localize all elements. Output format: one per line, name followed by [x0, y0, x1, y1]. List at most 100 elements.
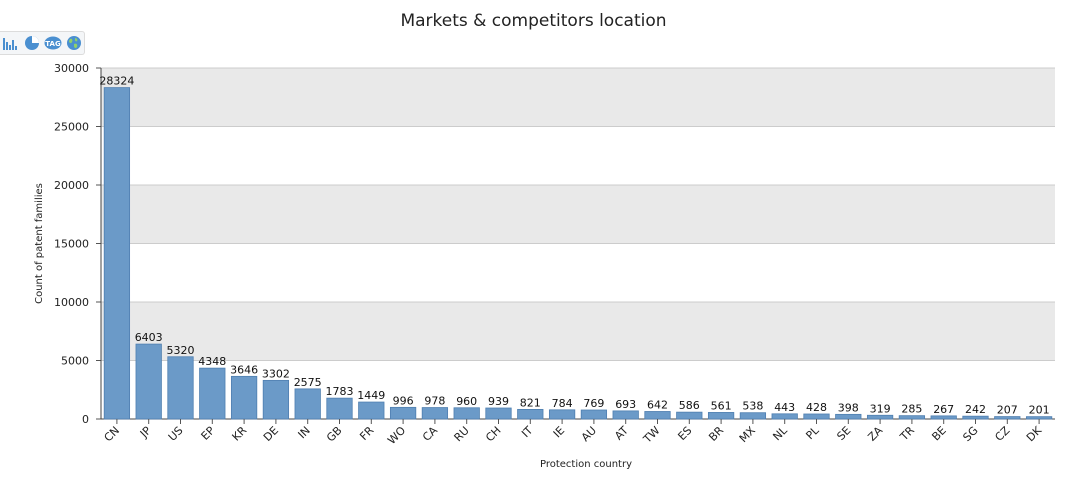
data-label: 784 [552, 397, 573, 410]
y-tick-label: 20000 [54, 179, 89, 192]
svg-text:TAG: TAG [45, 40, 61, 48]
x-tick-label: DE [261, 424, 281, 444]
bar [580, 409, 608, 420]
data-label: 207 [997, 404, 1018, 417]
data-label: 996 [393, 394, 414, 407]
y-tick-label: 30000 [54, 62, 89, 75]
bar [453, 407, 480, 420]
data-label: 428 [806, 401, 827, 414]
bar [548, 409, 576, 420]
bar [230, 375, 258, 420]
bar [612, 410, 639, 420]
x-tick-label: AU [579, 424, 599, 444]
bar [771, 413, 798, 420]
bar [389, 406, 417, 420]
data-label: 821 [520, 396, 541, 409]
data-label: 939 [488, 395, 509, 408]
x-tick-label: US [166, 424, 186, 444]
bar [994, 416, 1021, 420]
data-label: 2575 [294, 376, 322, 389]
data-label: 3646 [230, 363, 258, 376]
x-tick-label: TW [640, 424, 662, 446]
y-tick-label: 15000 [54, 238, 89, 251]
x-tick-label: EP [199, 424, 218, 443]
x-tick-label: SG [960, 424, 980, 444]
data-label: 319 [870, 402, 891, 415]
chart-title: Markets & competitors location [400, 11, 667, 31]
bar [803, 413, 830, 420]
y-tick-label: 25000 [54, 121, 89, 134]
data-label: 267 [933, 403, 954, 416]
x-tick-label: IN [296, 424, 313, 441]
x-axis-title: Protection country [540, 459, 632, 470]
data-label: 5320 [167, 344, 195, 357]
data-label: 398 [838, 401, 859, 414]
bar [930, 415, 957, 420]
data-label: 561 [711, 399, 732, 412]
data-label: 1783 [326, 385, 354, 398]
x-tick-label: WO [385, 424, 408, 447]
bar [1025, 416, 1053, 420]
globe-icon[interactable] [63, 33, 84, 53]
data-label: 4348 [198, 355, 226, 368]
bar [421, 407, 449, 420]
data-label: 242 [965, 403, 986, 416]
data-label: 538 [742, 400, 763, 413]
data-label: 201 [1029, 404, 1050, 417]
x-tick-label: CH [483, 424, 503, 444]
data-label: 960 [456, 395, 477, 408]
data-label: 978 [424, 395, 445, 408]
bar [199, 367, 226, 420]
y-tick-label: 10000 [54, 296, 89, 309]
data-label: 642 [647, 398, 668, 411]
x-tick-label: PL [803, 423, 822, 442]
bar [358, 401, 385, 420]
grid-band [101, 68, 1055, 127]
data-label: 769 [583, 397, 604, 410]
grid-band [101, 302, 1055, 361]
x-tick-label: BE [929, 424, 948, 443]
x-tick-label: ES [675, 424, 694, 443]
x-tick-label: AT [612, 424, 631, 443]
bar [739, 412, 767, 420]
bar [517, 408, 544, 420]
x-tick-label: IT [519, 424, 535, 440]
bar [262, 379, 290, 420]
y-axis-title: Count of patent families [34, 183, 45, 304]
pie-chart-icon[interactable] [21, 33, 42, 53]
x-tick-label: SE [834, 424, 853, 443]
x-tick-label: MX [737, 424, 759, 446]
y-tick-label: 0 [82, 413, 89, 426]
data-label: 28324 [99, 75, 134, 88]
data-label: 1449 [357, 389, 385, 402]
x-tick-label: FR [357, 424, 376, 443]
data-label: 6403 [135, 331, 163, 344]
bar-chart-icon[interactable] [0, 33, 21, 53]
bar [962, 415, 989, 420]
bar [135, 343, 162, 420]
bar [326, 397, 353, 420]
x-tick-label: TR [897, 424, 917, 444]
bar [835, 413, 862, 420]
bar [866, 414, 894, 420]
bar [294, 388, 321, 420]
x-tick-label: CN [102, 424, 122, 444]
data-label: 3302 [262, 367, 290, 380]
bar [707, 412, 735, 420]
data-label: 693 [615, 398, 636, 411]
x-tick-label: IE [551, 424, 567, 440]
bar [167, 356, 194, 420]
bar [103, 87, 131, 420]
x-tick-label: BR [706, 424, 726, 444]
x-tick-label: DK [1024, 423, 1045, 444]
chart-toolbar: TAG [0, 31, 85, 55]
x-tick-label: GB [324, 424, 345, 445]
x-tick-label: RU [452, 424, 472, 444]
x-tick-label: KR [230, 424, 250, 444]
x-tick-label: CA [420, 424, 440, 444]
data-label: 443 [774, 401, 795, 414]
data-label: 586 [679, 399, 700, 412]
tag-cloud-icon[interactable]: TAG [42, 33, 63, 53]
x-tick-label: CZ [992, 424, 1012, 444]
